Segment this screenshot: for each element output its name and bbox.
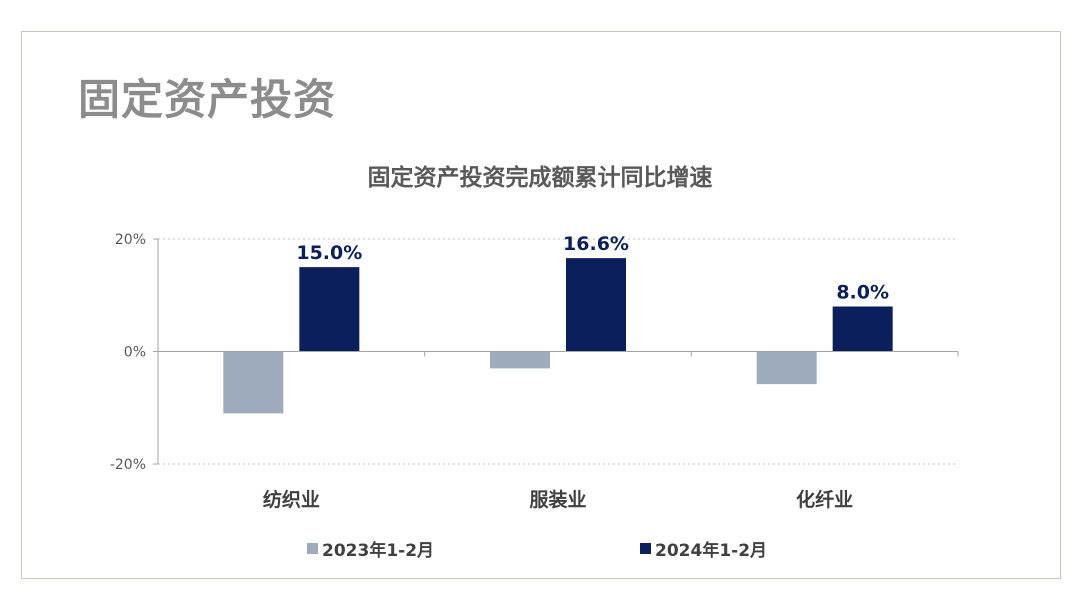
chart-legend: 2023年1-2月 2024年1-2月 <box>0 536 1080 561</box>
bar-2023-1 <box>490 351 550 369</box>
slide-frame <box>21 31 1061 579</box>
bar-2024-0 <box>299 267 360 352</box>
y-tick-label: 20% <box>115 232 146 248</box>
legend-item-2024: 2024年1-2月 <box>640 536 767 561</box>
page-title: 固定资产投资 <box>78 75 337 124</box>
legend-swatch-2024 <box>640 543 651 554</box>
bar-2024-1 <box>566 258 626 352</box>
legend-item-2023: 2023年1-2月 <box>307 536 434 561</box>
chart-title: 固定资产投资完成额累计同比增速 <box>367 165 713 191</box>
bar-2024-2 <box>832 306 893 352</box>
bar-2023-0 <box>223 351 284 414</box>
legend-swatch-2023 <box>307 543 318 554</box>
data-label: 15.0% <box>296 242 362 264</box>
y-tick-label: 0% <box>124 345 146 361</box>
bar-2023-2 <box>756 351 817 385</box>
x-tick-label: 服装业 <box>529 488 586 511</box>
data-label: 8.0% <box>836 282 889 304</box>
data-label: 16.6% <box>563 233 629 255</box>
x-tick-label: 化纤业 <box>796 488 853 511</box>
legend-label-2024: 2024年1-2月 <box>655 541 768 561</box>
x-tick-label: 纺织业 <box>263 488 320 511</box>
legend-label-2023: 2023年1-2月 <box>322 541 435 561</box>
y-tick-label: -20% <box>110 457 146 473</box>
